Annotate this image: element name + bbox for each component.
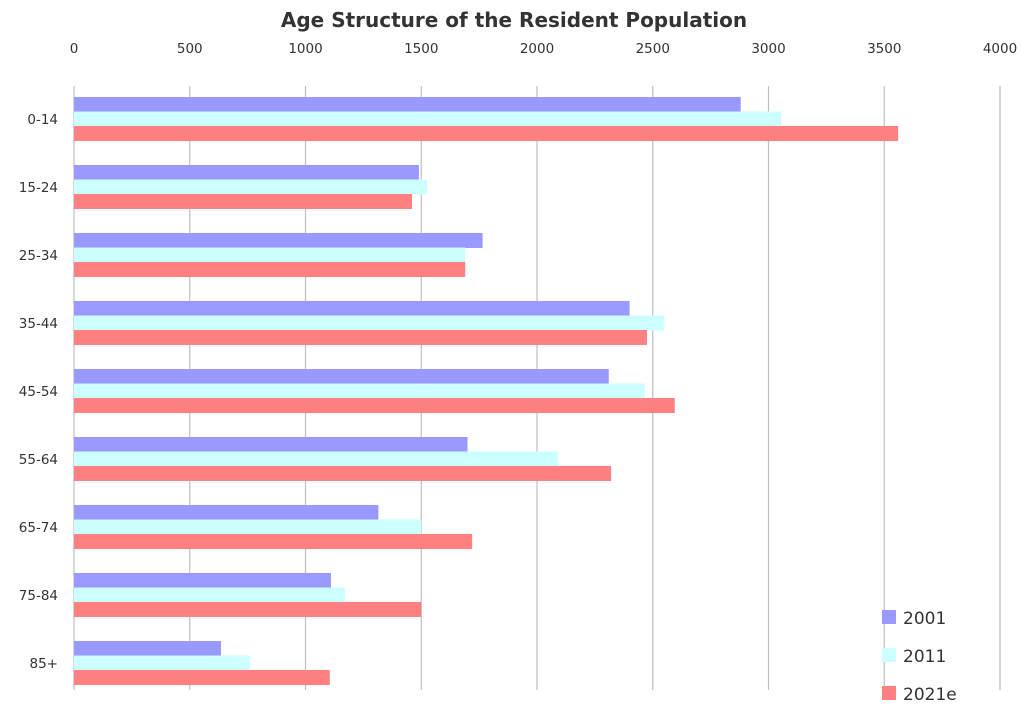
bar-85+-2011 [74,655,250,671]
legend-label-2011: 2011 [903,647,946,667]
bar-0-14-2001 [74,97,741,112]
bar-45-54-2021e [74,398,675,413]
x-tick-label-1000: 1000 [288,41,322,57]
x-axis-ticks: 0 500 1000 1500 2000 2500 3000 3500 4000 [70,41,1017,57]
category-label-65-74: 65-74 [19,520,58,536]
legend-swatch-2001 [882,610,896,624]
category-label-55-64: 55-64 [19,452,58,468]
category-label-45-54: 45-54 [19,384,58,400]
bar-85+-2021e [74,670,330,685]
bar-45-54-2001 [74,369,609,384]
x-tick-label-500: 500 [177,41,203,57]
bar-0-14-2021e [74,126,899,141]
category-label-0-14: 0-14 [27,112,58,128]
legend: 2001 2011 2021e [882,609,957,704]
legend-swatch-2011 [882,648,896,662]
bar-75-84-2001 [74,573,331,588]
x-tick-label-3500: 3500 [867,41,901,57]
legend-label-2001: 2001 [903,609,946,629]
bar-75-84-2021e [74,602,422,617]
legend-swatch-2021e [882,686,896,700]
bar-15-24-2021e [74,194,412,209]
bar-65-74-2011 [74,519,422,535]
bar-75-84-2011 [74,587,345,603]
category-label-85+: 85+ [30,656,59,672]
x-tick-label-4000: 4000 [983,41,1017,57]
bar-55-64-2021e [74,466,612,481]
bar-25-34-2011 [74,247,466,263]
bar-35-44-2011 [74,315,665,331]
bar-15-24-2001 [74,165,419,180]
bar-0-14-2011 [74,111,782,127]
bars [74,97,899,685]
x-tick-label-3000: 3000 [751,41,785,57]
bar-65-74-2001 [74,505,379,520]
chart-title: Age Structure of the Resident Population [281,8,747,32]
category-label-15-24: 15-24 [19,180,58,196]
x-tick-label-2500: 2500 [636,41,670,57]
category-label-75-84: 75-84 [19,588,58,604]
category-label-35-44: 35-44 [19,316,58,332]
bar-45-54-2011 [74,383,645,399]
bar-15-24-2011 [74,179,428,195]
bar-85+-2001 [74,641,222,656]
bar-55-64-2011 [74,451,558,467]
category-label-25-34: 25-34 [19,248,58,264]
x-tick-label-0: 0 [70,41,79,57]
legend-label-2021e: 2021e [903,685,957,704]
bar-65-74-2021e [74,534,473,549]
x-tick-label-2000: 2000 [520,41,554,57]
bar-35-44-2021e [74,330,647,345]
x-tick-label-1500: 1500 [404,41,438,57]
bar-25-34-2001 [74,233,483,248]
category-labels: 0-14 15-24 25-34 35-44 45-54 55-64 65-74 75-84 8… [19,112,58,672]
bar-35-44-2001 [74,301,630,316]
bar-25-34-2021e [74,262,466,277]
bar-55-64-2001 [74,437,468,452]
